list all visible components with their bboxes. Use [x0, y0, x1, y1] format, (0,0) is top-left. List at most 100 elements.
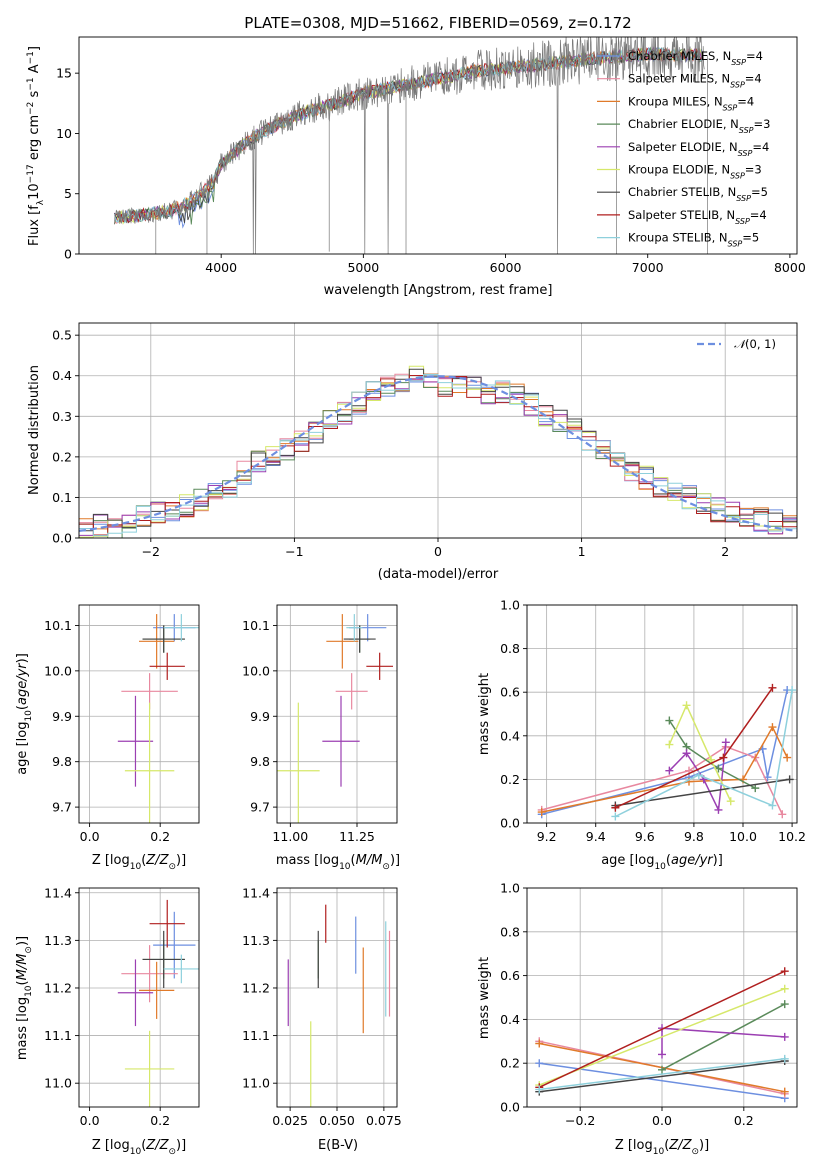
- y-tick-label: 10.1: [242, 618, 270, 633]
- legend-entry: Salpeter ELODIE, NSSP=4: [628, 140, 769, 158]
- x-tick-label: 0.2: [150, 829, 170, 844]
- y-tick-label: 0.8: [500, 924, 520, 939]
- weight-age-marker: [785, 775, 794, 784]
- y-axis-label: mass weight: [477, 957, 492, 1039]
- legend-subscript: SSP: [735, 216, 750, 225]
- y-tick-label: 9.9: [52, 709, 72, 724]
- weight-age-marker: [682, 701, 691, 710]
- x-tick-label: 9.8: [684, 829, 704, 844]
- x-tick-label: 0.0: [80, 1113, 100, 1128]
- data-spectrum-line: [114, 37, 705, 254]
- weight-age-marker: [768, 683, 777, 692]
- weight-vs-z-axes-plot-area: [535, 967, 789, 1103]
- x-axis-label: (data-model)/error: [378, 567, 499, 582]
- x-tick-label: 9.6: [635, 829, 655, 844]
- residual-axes-plot-area: [79, 365, 797, 538]
- y-axis-label-part: A: [27, 64, 42, 77]
- x-axis-label-part: 10: [654, 862, 666, 872]
- y-tick-label: 0.2: [500, 772, 520, 787]
- weight-vs-z-axes: −0.2 0.0 0.2 0.0 0.2 0.4 0.6 0.8 1.0 Z [log10(Z/Z…: [477, 881, 798, 1157]
- y-tick-label: 11.0: [242, 1076, 270, 1091]
- y-axis-label-part: 10: [24, 710, 34, 722]
- y-tick-label: 11.2: [242, 980, 270, 995]
- y-axis-label-part: (: [15, 980, 30, 985]
- axes-frame: [78, 887, 200, 1108]
- legend-text: Salpeter ELODIE, N: [628, 140, 738, 154]
- x-tick-label: 5000: [347, 260, 379, 275]
- age-vs-mass-axes: 11.00 11.25 9.7 9.8 9.9 10.0 10.1 mass [log10(M…: [242, 604, 400, 872]
- x-axis-label-part: age/yr: [671, 853, 714, 868]
- age-vs-z-axes: 0.0 0.29.79.89.910.010.1Z [log10(Z/Z⊙)]ag…: [15, 604, 200, 872]
- x-axis-label-part: Z [log: [92, 1138, 130, 1153]
- y-tick-label: 10.0: [44, 663, 72, 678]
- legend-text: Kroupa MILES, N: [628, 94, 723, 108]
- y-axis-label-part: s: [27, 90, 42, 101]
- x-axis-label-part: 10: [130, 862, 142, 872]
- x-axis-label-part: (: [141, 1138, 146, 1153]
- x-axis-label: E(B-V): [318, 1138, 358, 1153]
- x-axis-label: age [log10(age/yr)]: [601, 853, 723, 872]
- y-tick-label: 0.0: [500, 816, 520, 831]
- x-tick-label: 0.0: [80, 829, 100, 844]
- x-axis-label-part: )]: [176, 1138, 186, 1153]
- y-tick-label: 0.2: [52, 449, 72, 464]
- y-tick-label: 0.2: [500, 1056, 520, 1071]
- y-tick-label: 0.4: [500, 1012, 520, 1027]
- y-axis-label-part: −1: [26, 77, 36, 90]
- weight-age-marker: [726, 797, 735, 806]
- axes-frame: [78, 36, 798, 255]
- weight-z-marker: [658, 1050, 666, 1059]
- y-tick-label: 0.1: [52, 490, 72, 505]
- legend-text: Kroupa ELODIE, N: [628, 163, 730, 177]
- mass-vs-z-axes-plot-area: [117, 899, 199, 1107]
- y-tick-label: 11.1: [242, 1028, 270, 1043]
- x-axis-label: Z [log10(Z/Z⊙)]: [92, 853, 186, 872]
- x-tick-label: 0.025: [272, 1113, 308, 1128]
- y-tick-label: 9.7: [52, 800, 72, 815]
- legend-entry: Salpeter STELIB, NSSP=4: [628, 208, 767, 226]
- x-tick-label: 4000: [205, 260, 237, 275]
- weight-age-marker: [788, 686, 797, 695]
- weight-z-line: [661, 1003, 786, 1071]
- weight-z-marker: [780, 1087, 789, 1096]
- x-axis-label: wavelength [Angstrom, rest frame]: [324, 283, 553, 298]
- y-tick-label: 10: [56, 126, 72, 141]
- axes-frame: [78, 604, 200, 824]
- legend-text: Salpeter MILES, N: [628, 72, 730, 86]
- weight-z-marker: [780, 1054, 789, 1063]
- weight-age-marker: [694, 771, 703, 780]
- weight-age-marker: [778, 810, 787, 819]
- weight-age-marker: [751, 784, 760, 793]
- x-axis-label-part: )]: [699, 1138, 709, 1153]
- x-axis-label-part: mass [log: [276, 853, 339, 868]
- y-tick-label: 0.4: [52, 368, 72, 383]
- y-axis-label-part: (: [15, 705, 30, 710]
- x-tick-label: 10.2: [778, 829, 806, 844]
- y-axis-label-part: 10: [27, 183, 42, 200]
- x-tick-label: −2: [142, 544, 160, 559]
- legend-text: Salpeter STELIB, N: [628, 208, 735, 222]
- y-tick-label: 11.3: [44, 933, 72, 948]
- legend-nssp: =3: [745, 163, 762, 177]
- legend-entry: Chabrier STELIB, NSSP=5: [628, 185, 768, 203]
- weight-z-marker: [658, 1065, 666, 1074]
- x-axis-label-part: ⊙: [168, 862, 176, 872]
- y-tick-label: 0.0: [52, 531, 72, 546]
- x-tick-label: 8000: [774, 260, 806, 275]
- x-tick-label: 2: [721, 544, 729, 559]
- y-tick-label: 11.2: [44, 980, 72, 995]
- y-axis-label-part: age [log: [15, 722, 30, 775]
- x-tick-label: 7000: [632, 260, 664, 275]
- y-tick-label: 9.9: [250, 709, 270, 724]
- x-tick-label: 0: [434, 544, 442, 559]
- y-tick-label: 0.6: [500, 968, 520, 983]
- x-axis-label-part: )]: [390, 853, 400, 868]
- weight-age-marker: [768, 801, 777, 810]
- legend-nssp: =3: [754, 117, 771, 131]
- y-tick-label: 9.7: [250, 800, 270, 815]
- x-tick-label: 1: [578, 544, 586, 559]
- legend-subscript: SSP: [730, 171, 745, 180]
- weight-z-line: [539, 988, 785, 1086]
- x-axis-label-part: Z [log: [615, 1138, 653, 1153]
